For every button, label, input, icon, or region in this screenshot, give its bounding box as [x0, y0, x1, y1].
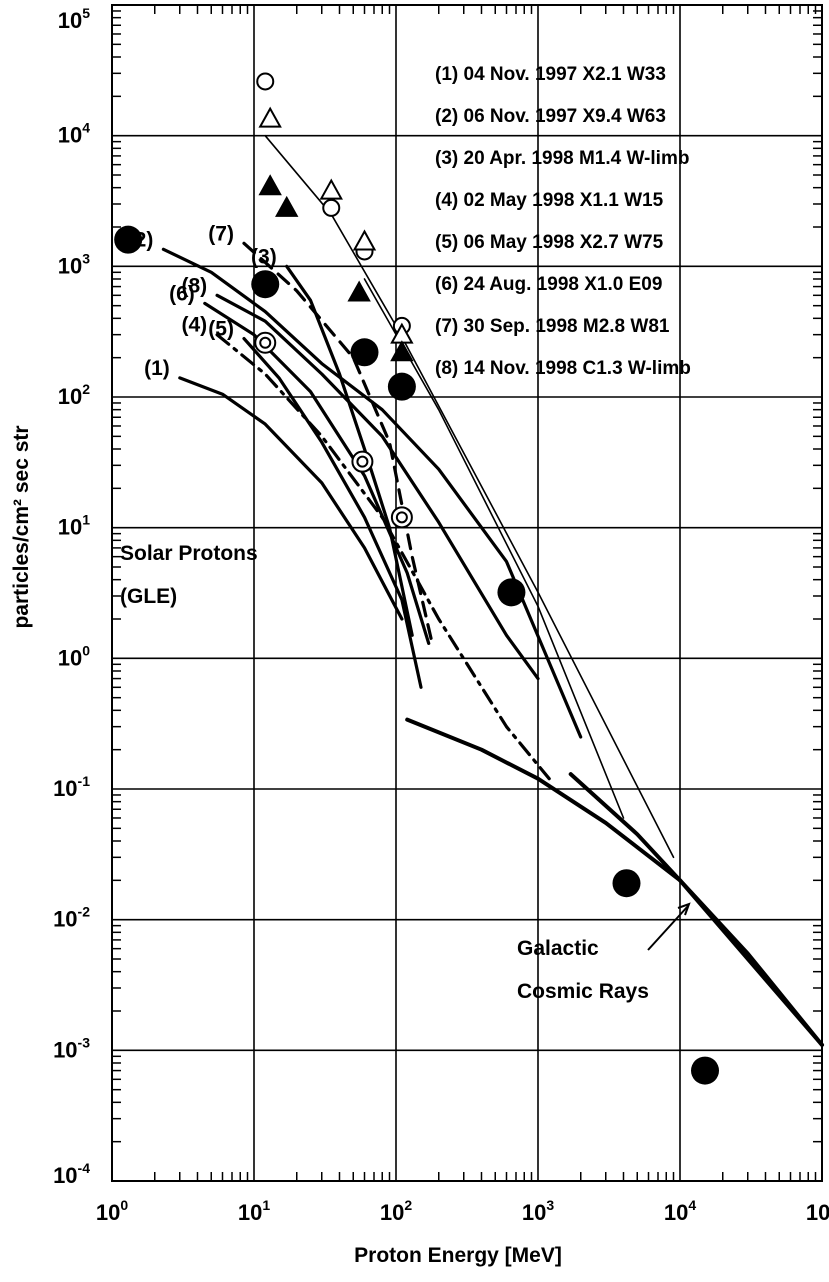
- y-tick-label: 10-2: [53, 904, 90, 932]
- markers-layer: [114, 72, 720, 1085]
- double-circle-marker: [254, 331, 277, 354]
- double-circle-marker-inner: [259, 336, 272, 349]
- x-tick-label: 100: [96, 1197, 128, 1225]
- curve-label: (1): [144, 357, 170, 380]
- filled-circle-marker: [387, 372, 416, 401]
- curves-layer: (1)(2)(3)(4)(5)(6)(7)(8): [128, 134, 824, 1047]
- double-circle-marker-inner: [395, 511, 408, 524]
- curve-3: [285, 264, 414, 637]
- legend: (1) 04 Nov. 1997 X2.1 W33 (2) 06 Nov. 199…: [435, 64, 691, 379]
- legend-entry: (1) 04 Nov. 1997 X2.1 W33: [435, 64, 666, 85]
- curve-7: [242, 241, 434, 646]
- y-tick-label: 103: [58, 250, 90, 278]
- filled-circle-marker: [612, 869, 641, 898]
- y-tick-label: 105: [58, 5, 90, 33]
- solar-protons-label: Solar Protons: [120, 542, 258, 565]
- curve-2: [161, 247, 583, 739]
- x-tick-label: 101: [238, 1197, 270, 1225]
- x-tick-labels: 100 101 102 103 104 105: [96, 1197, 829, 1225]
- y-axis-title: particles/cm² sec str: [10, 425, 33, 628]
- gcr-annotation: Galactic Cosmic Rays: [517, 902, 691, 1003]
- legend-entry: (2) 06 Nov. 1997 X9.4 W63: [435, 106, 666, 127]
- double-circle-marker-inner: [356, 455, 369, 468]
- curve-label: (3): [251, 245, 277, 268]
- x-axis-title: Proton Energy [MeV]: [354, 1244, 562, 1267]
- open-circle-marker: [322, 198, 341, 217]
- filled-triangle-marker: [275, 195, 299, 217]
- solar-protons-annotation: Solar Protons (GLE): [120, 542, 258, 608]
- filled-triangle-marker: [390, 340, 414, 362]
- frame-layer: [111, 4, 823, 1182]
- y-tick-label: 10-3: [53, 1034, 90, 1062]
- legend-entry: (3) 20 Apr. 1998 M1.4 W-limb: [435, 148, 689, 169]
- open-triangle-marker: [319, 178, 343, 200]
- y-tick-label: 104: [58, 120, 90, 148]
- filled-circle-marker: [691, 1056, 720, 1085]
- y-tick-label: 102: [58, 381, 90, 409]
- grid-layer: [112, 5, 822, 1181]
- cosmic-rays-label: Cosmic Rays: [517, 980, 649, 1003]
- curve-gcr-lower-branch: [568, 772, 824, 1047]
- curve-label: (5): [208, 318, 234, 341]
- y-tick-label: 100: [58, 642, 90, 670]
- legend-entry: (6) 24 Aug. 1998 X1.0 E09: [435, 274, 662, 295]
- filled-circle-marker: [350, 338, 379, 367]
- curve-label: (8): [181, 274, 207, 297]
- legend-entry: (5) 06 May 1998 X2.7 W75: [435, 232, 664, 253]
- filled-circle-marker: [251, 270, 280, 299]
- open-triangle-marker: [258, 106, 282, 128]
- y-tick-labels: 10-4 10-3 10-2 10-1 100 101 102 103 104 105: [53, 5, 90, 1188]
- curve-label: (4): [181, 314, 207, 337]
- galactic-label: Galactic: [517, 937, 599, 960]
- legend-entry: (8) 14 Nov. 1998 C1.3 W-limb: [435, 358, 691, 379]
- x-tick-label: 102: [380, 1197, 412, 1225]
- filled-circle-marker: [497, 578, 526, 607]
- curve-label: (6): [169, 282, 195, 305]
- legend-entry: (7) 30 Sep. 1998 M2.8 W81: [435, 316, 670, 337]
- curve-5: [242, 337, 423, 689]
- curve-8: [215, 293, 540, 681]
- x-tick-label: 104: [664, 1197, 696, 1225]
- y-tick-label: 10-4: [53, 1160, 90, 1188]
- open-triangle-marker: [352, 229, 377, 251]
- filled-triangle-marker: [258, 174, 282, 196]
- x-tick-label: 105: [806, 1197, 829, 1225]
- double-circle-marker: [390, 506, 413, 529]
- y-tick-label: 101: [58, 512, 90, 540]
- gle-label: (GLE): [120, 585, 177, 608]
- curve-galactic-cosmic-rays: [405, 717, 824, 1047]
- plot-frame: [111, 4, 823, 1182]
- filled-circle-marker: [114, 225, 143, 254]
- curve-label: (7): [208, 222, 234, 245]
- gcr-arrow-shaft: [647, 905, 689, 951]
- x-tick-label: 103: [522, 1197, 554, 1225]
- open-circle-marker: [256, 72, 275, 91]
- gcr-arrow-head: [677, 902, 691, 916]
- curve-6: [203, 301, 431, 646]
- double-circle-marker: [351, 450, 374, 473]
- legend-entry: (4) 02 May 1998 X1.1 W15: [435, 190, 664, 211]
- y-tick-label: 10-1: [53, 773, 90, 801]
- curve-1: [178, 376, 404, 621]
- filled-triangle-marker: [347, 280, 371, 302]
